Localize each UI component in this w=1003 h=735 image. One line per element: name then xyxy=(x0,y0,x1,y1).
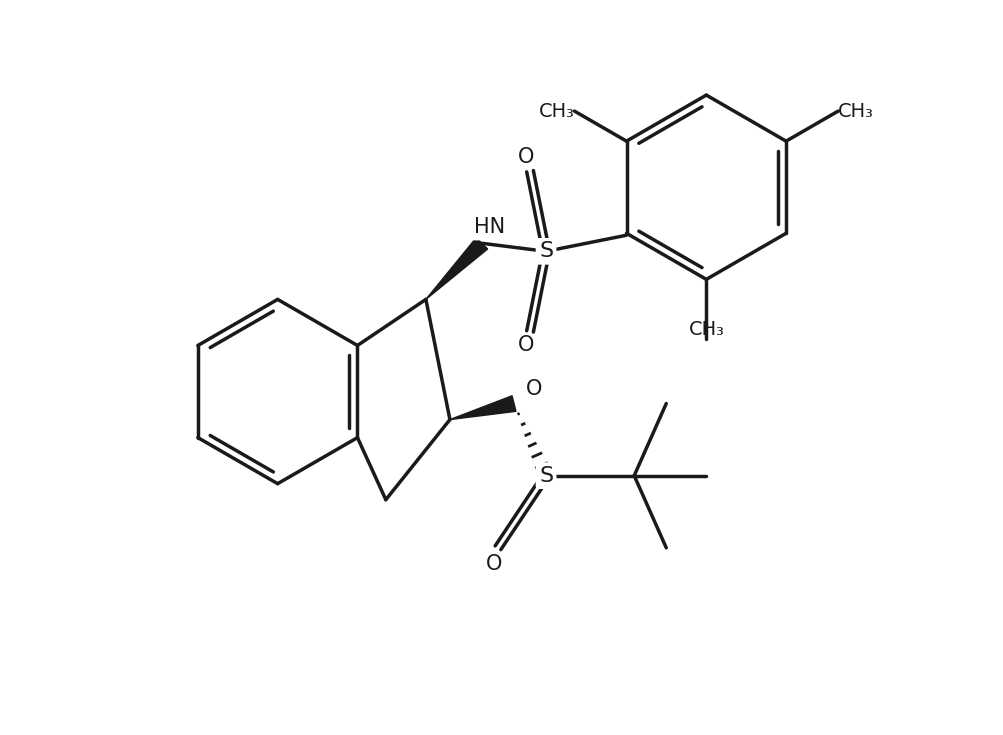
Text: S: S xyxy=(539,241,553,262)
Text: O: O xyxy=(518,335,534,356)
Text: CH₃: CH₃ xyxy=(538,101,574,121)
Text: O: O xyxy=(518,147,534,167)
Text: CH₃: CH₃ xyxy=(838,101,874,121)
Polygon shape xyxy=(425,237,487,299)
Text: CH₃: CH₃ xyxy=(688,320,723,340)
Text: S: S xyxy=(539,466,553,486)
Text: O: O xyxy=(485,554,502,574)
Polygon shape xyxy=(449,395,516,420)
Text: HN: HN xyxy=(474,218,506,237)
Text: O: O xyxy=(526,379,542,399)
